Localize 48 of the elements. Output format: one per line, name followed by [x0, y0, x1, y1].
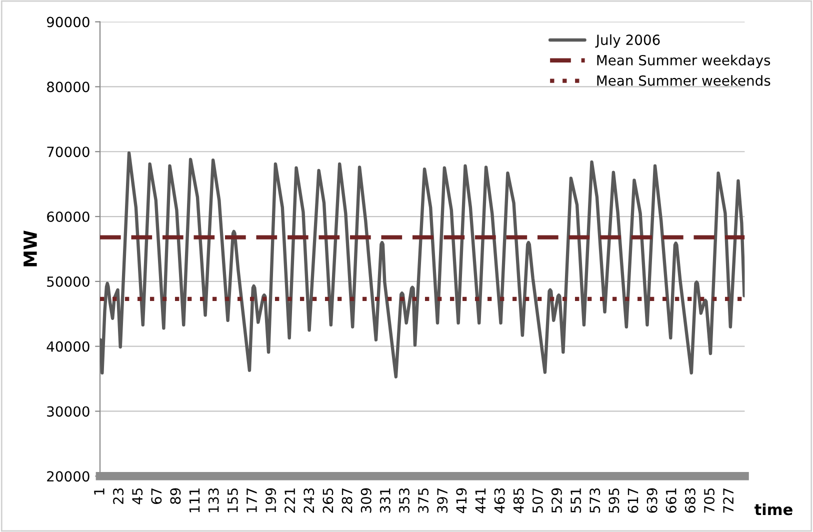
line-series: [100, 151, 745, 378]
x-tick-label: 133: [208, 488, 219, 512]
x-tick-label: 507: [532, 488, 543, 513]
x-tick-label: 595: [608, 488, 620, 513]
x-tick-label: 441: [475, 488, 486, 514]
x-tick-label: 573: [590, 488, 600, 513]
x-tick-label: 375: [418, 488, 429, 513]
x-tick-label: 155: [228, 488, 238, 512]
x-tick-label: 287: [342, 488, 352, 513]
x-tick-label: 353: [398, 488, 410, 513]
x-tick-label: 111: [189, 488, 200, 512]
x-tick-label: 727: [723, 488, 734, 513]
legend-label: Mean Summer weekdays: [597, 54, 770, 68]
x-tick-label: 617: [628, 488, 638, 513]
x-tick-label: 463: [494, 488, 505, 514]
x-tick-label: 551: [570, 488, 582, 513]
x-tick-label: 485: [513, 488, 524, 514]
x-tick-label: 89: [170, 488, 181, 504]
x-tick-label: 309: [360, 488, 372, 513]
x-tick-label: 331: [380, 488, 390, 513]
x-tick-label: 639: [646, 488, 658, 513]
y-tick-label: 20000: [47, 471, 90, 482]
x-tick-label: 661: [666, 488, 676, 513]
y-tick-label: 90000: [46, 16, 90, 28]
y-tick-label: 60000: [47, 211, 90, 222]
x-tick-label: 67: [151, 488, 162, 504]
y-tick-label: 40000: [46, 341, 90, 352]
y-tick-label: 30000: [47, 406, 90, 417]
legend-label: July 2006: [595, 34, 660, 48]
x-tick-label: 397: [437, 488, 448, 513]
x-tick-label: 221: [284, 488, 295, 513]
x-tick-label: 23: [113, 488, 124, 504]
x-tick-label: 683: [684, 488, 696, 513]
x-tick-label: 265: [322, 488, 334, 513]
x-tick-label: 199: [266, 488, 276, 512]
x-tick-label: 419: [456, 488, 467, 514]
x-tick-label: 177: [246, 488, 257, 512]
x-tick-label: 1: [94, 488, 104, 495]
legend-label: Mean Summer weekends: [597, 75, 770, 86]
y-axis-title: MW: [24, 230, 37, 266]
x-tick-label: 243: [304, 488, 314, 513]
x-tick-label: 45: [132, 488, 143, 504]
x-axis-title: time: [754, 503, 792, 516]
x-tick-label: 705: [704, 488, 715, 513]
y-tick-label: 80000: [47, 82, 90, 92]
y-tick-label: 50000: [47, 276, 90, 287]
y-tick-label: 70000: [47, 146, 90, 158]
x-tick-label: 529: [551, 488, 562, 513]
